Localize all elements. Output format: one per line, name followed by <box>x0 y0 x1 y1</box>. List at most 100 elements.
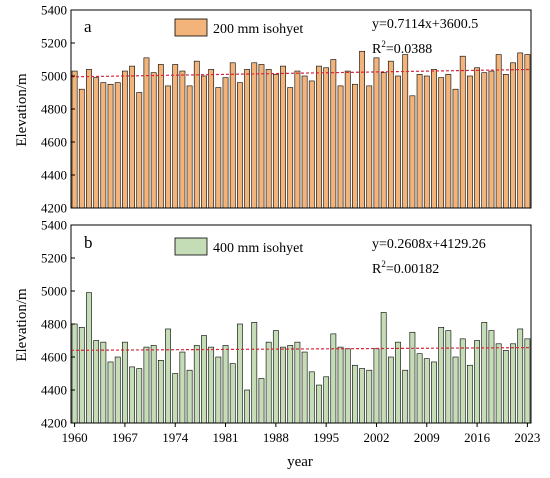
panel-b-bar-1980 <box>215 356 222 424</box>
panel-b-x-tick-label: 1967 <box>112 430 139 445</box>
panel-b-bar-1970 <box>143 346 150 424</box>
panel-b-x-tick-label: 1995 <box>313 430 339 445</box>
panel-b-bar-2010 <box>431 361 437 424</box>
panel-b-bar-1995 <box>323 376 330 424</box>
panel-a-bar-1983 <box>237 82 243 209</box>
panel-a-bar-1990 <box>287 87 294 209</box>
panel-b-bar-2008 <box>416 353 423 424</box>
panel-b-x-tick-label: 2016 <box>464 430 491 445</box>
panel-a-bar-2021 <box>510 62 516 209</box>
panel-a-bar-2020 <box>502 74 509 209</box>
panel-a-bar-2003 <box>380 72 387 209</box>
panel-a-bar-1991 <box>294 70 301 209</box>
panel-b-bar-1977 <box>193 345 200 424</box>
panel-a-bar-1984 <box>244 69 250 209</box>
panel-a-bar-1986 <box>258 64 265 209</box>
panel-b-y-tick-label: 5200 <box>41 251 67 266</box>
panel-b-bar-1963 <box>93 340 100 424</box>
panel-b-bar-2002 <box>373 348 380 424</box>
panel-a-bar-1964 <box>100 82 107 209</box>
panel-a-bar-2010 <box>431 69 437 209</box>
panel-b-bar-1981 <box>222 345 229 424</box>
panel-b-y-tick-label: 4200 <box>41 416 67 431</box>
panel-b-bar-2013 <box>452 356 459 424</box>
panel-a-bar-1981 <box>222 77 229 209</box>
panel-b-x-tick-label: 2023 <box>514 430 540 445</box>
panel-b-bar-2021 <box>510 343 516 424</box>
panel-b-bar-1983 <box>237 323 243 424</box>
panel-b-bar-1971 <box>150 345 157 424</box>
panel-b-x-tick-label: 2009 <box>414 430 440 445</box>
panel-a-bar-1996 <box>330 59 337 209</box>
panel-b-bar-1994 <box>316 384 322 424</box>
panel-a-plot-area: 4200 4400 4600 4800 5000 5200 5400 <box>41 3 532 216</box>
panel-b-bar-1986 <box>258 378 265 424</box>
panel-b-bar-1996 <box>330 333 337 424</box>
panel-b-bar-1965 <box>107 361 114 424</box>
panel-a-bar-2005 <box>395 75 401 209</box>
panel-b-bar-1988 <box>272 330 279 424</box>
panel-a-bar-1971 <box>150 72 157 209</box>
panel-a-bar-1978 <box>201 75 207 209</box>
panel-a-legend-label: 200 mm isohyet <box>213 22 303 37</box>
panel-a-bar-1974 <box>172 64 179 209</box>
panel-a-bar-1965 <box>107 83 114 209</box>
panel-a-bar-1989 <box>280 65 286 209</box>
panel-a-bar-2011 <box>438 77 445 209</box>
panel-b: 4200 4400 4600 4800 5000 5200 5400 1960 1967 1974… <box>14 218 540 471</box>
panel-a-bar-2009 <box>423 75 430 209</box>
panel-a-y-tick-label: 4400 <box>41 168 67 183</box>
panel-b-plot-area: 4200 4400 4600 4800 5000 5200 5400 1960 1967 1974… <box>41 218 540 446</box>
panel-b-label: b <box>84 233 93 252</box>
panel-a-y-tick-label: 4600 <box>41 135 67 150</box>
panel-b-bar-1976 <box>186 369 193 424</box>
panel-a-bar-1966 <box>114 82 121 209</box>
panel-b-bar-2000 <box>359 368 365 424</box>
panel-a-bar-1967 <box>122 70 128 209</box>
panel-b-bar-2012 <box>445 330 452 424</box>
panel-a-y-tick-label: 5200 <box>41 36 67 51</box>
panel-a-bar-1988 <box>272 74 279 209</box>
panel-b-bar-1991 <box>294 341 301 424</box>
panel-b-bar-2016 <box>474 340 480 424</box>
panel-a-bar-1975 <box>179 70 186 209</box>
panel-a-bar-1973 <box>165 85 171 209</box>
panel-b-bar-2014 <box>459 338 466 424</box>
panel-a-bar-1995 <box>323 67 330 209</box>
panel-a-bar-2019 <box>495 54 502 209</box>
panel-a-bar-1980 <box>215 87 222 209</box>
panel-a-bar-1968 <box>129 65 135 209</box>
panel-a-y-tick-label: 5400 <box>41 3 67 18</box>
panel-b-bar-2022 <box>517 328 524 424</box>
panel-a-bar-2013 <box>452 88 459 209</box>
panel-a-legend-swatch <box>174 18 208 37</box>
panel-b-bar-1998 <box>344 348 351 424</box>
panel-b-bar-1987 <box>265 341 272 424</box>
panel-a-equation: y=0.7114x+3600.5 <box>372 17 478 32</box>
panel-a-bar-1992 <box>301 75 308 209</box>
panel-b-bar-2005 <box>395 341 401 424</box>
panel-b-bar-1999 <box>352 364 358 424</box>
panel-b-x-axis-label: year <box>287 454 313 470</box>
panel-a-label: a <box>84 17 92 36</box>
panel-b-r-squared: R2=0.00182 <box>372 259 439 277</box>
panel-a: 4200 4400 4600 4800 5000 5200 5400 a 200 mm is… <box>14 3 532 216</box>
panel-a-bar-1976 <box>186 85 193 209</box>
panel-b-bar-2015 <box>467 364 473 424</box>
panel-b-bar-1968 <box>129 366 135 424</box>
panel-b-bar-2004 <box>387 356 394 424</box>
panel-b-bar-1993 <box>308 371 315 424</box>
panel-b-y-tick-label: 4800 <box>41 317 67 332</box>
panel-b-bar-1960 <box>71 323 78 424</box>
panel-a-bar-2000 <box>359 50 365 209</box>
panel-b-bar-1972 <box>157 359 164 424</box>
panel-b-bar-2009 <box>423 358 430 424</box>
panel-a-bar-1962 <box>86 69 92 209</box>
panel-b-bar-1974 <box>172 373 179 424</box>
panel-a-bar-1960 <box>71 70 78 209</box>
panel-a-bar-1994 <box>316 65 322 209</box>
panel-b-bar-1989 <box>280 346 286 424</box>
panel-a-bar-2014 <box>459 55 466 209</box>
panel-b-bar-1966 <box>114 356 121 424</box>
